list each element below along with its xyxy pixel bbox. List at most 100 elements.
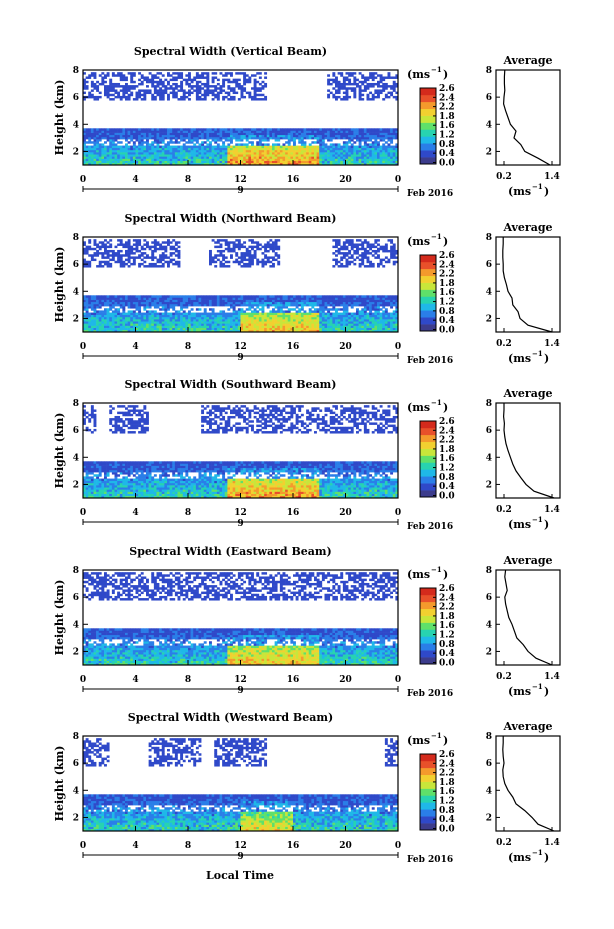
heatmap-cell <box>337 158 341 161</box>
heatmap-cell <box>153 134 157 138</box>
heatmap-cell <box>119 256 123 259</box>
heatmap-cell <box>174 299 178 303</box>
heatmap-cell <box>232 154 236 157</box>
heatmap-cell <box>146 329 149 333</box>
heatmap-cell <box>151 132 155 136</box>
heatmap-cell <box>195 87 199 90</box>
heatmap-cell <box>119 72 123 75</box>
heatmap-cell <box>277 139 281 142</box>
heatmap-cell <box>177 158 181 161</box>
heatmap-cell <box>216 258 220 262</box>
heatmap-cell <box>374 308 378 311</box>
heatmap-cell <box>314 145 317 149</box>
heatmap-cell <box>90 299 94 303</box>
heatmap-cell <box>319 308 323 311</box>
heatmap-cell <box>295 303 299 307</box>
heatmap-cell <box>369 76 373 79</box>
heatmap-cell <box>85 301 89 305</box>
heatmap-cell <box>232 147 236 151</box>
heatmap-cell <box>216 91 220 95</box>
heatmap-cell <box>156 265 160 268</box>
heatmap-cell <box>188 89 191 92</box>
heatmap-cell <box>274 245 278 249</box>
heatmap-cell <box>180 162 184 166</box>
heatmap-cell <box>111 147 115 151</box>
heatmap-cell <box>90 312 94 316</box>
heatmap-cell <box>167 80 170 84</box>
heatmap-cell <box>216 149 220 153</box>
heatmap-cell <box>83 252 86 255</box>
heatmap-cell <box>387 85 391 88</box>
heatmap-cell <box>237 245 241 249</box>
heatmap-cell <box>335 147 338 151</box>
heatmap-cell <box>117 85 121 88</box>
heatmap-cell <box>363 325 367 328</box>
heatmap-cell <box>140 145 144 149</box>
heatmap-cell <box>282 154 286 157</box>
heatmap-cell <box>119 85 123 88</box>
heatmap-cell <box>156 139 160 142</box>
heatmap-cell <box>329 297 333 300</box>
heatmap-cell <box>119 158 123 161</box>
heatmap-cell <box>245 143 249 146</box>
heatmap-cell <box>387 91 391 95</box>
heatmap-cell <box>298 314 302 318</box>
heatmap-cell <box>329 303 333 307</box>
heatmap-cell <box>314 162 317 166</box>
heatmap-cell <box>230 95 233 99</box>
heatmap-cell <box>308 158 312 161</box>
heatmap-cell <box>85 154 89 157</box>
heatmap-cell <box>363 128 367 131</box>
heatmap-cell <box>348 154 352 157</box>
heatmap-cell <box>83 158 86 161</box>
heatmap-cell <box>172 299 176 303</box>
heatmap-cell <box>130 301 134 305</box>
heatmap-cell <box>222 303 226 307</box>
heatmap-cell <box>161 154 165 157</box>
heatmap-cell <box>293 134 296 138</box>
heatmap-cell <box>104 152 107 155</box>
heatmap-cell <box>164 89 168 92</box>
heatmap-cell <box>295 154 299 157</box>
heatmap-cell <box>361 297 365 300</box>
heatmap-cell <box>335 297 338 300</box>
heatmap-cell <box>169 301 173 305</box>
heatmap-cell <box>282 310 286 313</box>
heatmap-cell <box>274 310 278 313</box>
heatmap-cell <box>193 130 197 133</box>
heatmap-cell <box>156 158 160 161</box>
heatmap-cell <box>180 89 184 92</box>
heatmap-cell <box>164 78 168 82</box>
heatmap-cell <box>146 160 149 164</box>
heatmap-cell <box>353 82 357 86</box>
heatmap-cell <box>303 141 307 144</box>
heatmap-cell <box>148 91 152 95</box>
heatmap-cell <box>332 136 336 140</box>
heatmap-cell <box>369 158 373 161</box>
heatmap-cell <box>369 139 373 142</box>
heatmap-cell <box>195 141 199 144</box>
heatmap-cell <box>190 323 194 326</box>
heatmap-cell <box>342 156 346 159</box>
heatmap-cell <box>146 149 149 153</box>
heatmap-cell <box>138 147 142 151</box>
heatmap-cell <box>306 152 310 155</box>
heatmap-cell <box>258 141 262 144</box>
heatmap-cell <box>290 149 294 153</box>
heatmap-cell <box>363 312 367 316</box>
heatmap-cell <box>272 256 275 259</box>
heatmap-cell <box>361 262 365 266</box>
heatmap-cell <box>230 316 233 320</box>
heatmap-cell <box>324 136 328 140</box>
heatmap-cell <box>188 303 191 307</box>
heatmap-cell <box>227 139 231 142</box>
heatmap-cell <box>282 149 286 153</box>
heatmap-cell <box>361 323 365 326</box>
heatmap-cell <box>167 145 170 149</box>
heatmap-cell <box>243 241 247 244</box>
heatmap-cell <box>148 301 152 305</box>
heatmap-cell <box>243 132 247 136</box>
heatmap-cell <box>366 256 370 259</box>
heatmap-cell <box>235 325 239 328</box>
heatmap-cell <box>342 143 346 146</box>
